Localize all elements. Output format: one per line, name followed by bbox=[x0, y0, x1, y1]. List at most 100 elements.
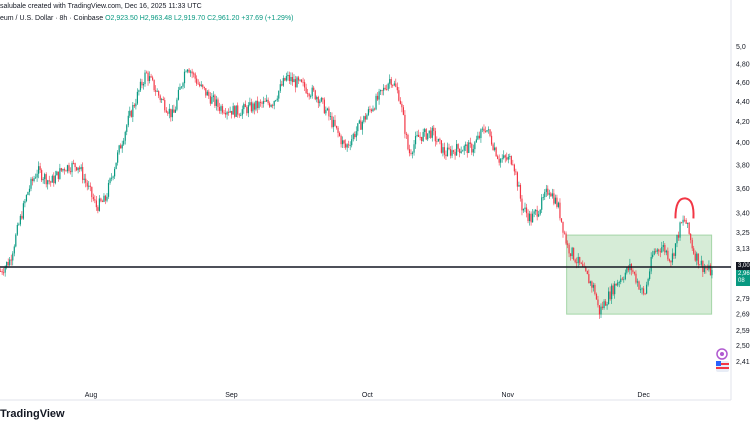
candle-body bbox=[504, 155, 506, 158]
time-tick-label: Aug bbox=[85, 392, 98, 399]
candle-body bbox=[497, 156, 499, 159]
candle-body bbox=[285, 76, 287, 81]
candle-body bbox=[684, 219, 686, 221]
candle-body bbox=[147, 72, 149, 81]
candle-body bbox=[193, 73, 195, 75]
candle-body bbox=[232, 106, 234, 115]
symbol-title[interactable]: eum / U.S. Dollar · 8h · Coinbase bbox=[0, 15, 104, 22]
alert-icon-dot bbox=[720, 352, 724, 356]
candle-body bbox=[673, 253, 675, 256]
range-box[interactable] bbox=[566, 234, 713, 315]
candle-body bbox=[329, 116, 332, 117]
candle-body bbox=[217, 99, 219, 108]
candle-body bbox=[304, 82, 306, 88]
head-arc-marker[interactable] bbox=[674, 197, 695, 219]
candle-body bbox=[369, 109, 371, 111]
candle-body bbox=[129, 110, 131, 116]
candle-body bbox=[656, 249, 658, 252]
candle-body bbox=[255, 100, 257, 110]
candle-body bbox=[364, 116, 366, 120]
candle-body bbox=[259, 102, 262, 103]
candle-body bbox=[641, 288, 643, 290]
candle-body bbox=[246, 107, 248, 114]
candle-body bbox=[703, 267, 705, 273]
candle-body bbox=[123, 140, 125, 145]
candle-body bbox=[366, 114, 368, 120]
candle-body bbox=[103, 195, 105, 202]
candle-body bbox=[98, 198, 100, 211]
candle-body bbox=[243, 104, 245, 110]
candle-body bbox=[281, 84, 283, 86]
candle-body bbox=[258, 102, 260, 108]
candle-body bbox=[351, 139, 353, 146]
candle-body bbox=[556, 197, 558, 207]
candle-body bbox=[320, 97, 322, 102]
candle-body bbox=[311, 87, 313, 97]
candle-body bbox=[671, 253, 674, 263]
candle-body bbox=[30, 178, 32, 189]
candle-body bbox=[463, 146, 465, 151]
candle-body bbox=[31, 178, 34, 181]
candle-body bbox=[77, 167, 79, 171]
price-axis: 5,0 4,80 4,60 4,40 4,20 4,00 3,80 3,60 3,40 3,25 3… bbox=[736, 44, 750, 366]
candle-body bbox=[261, 102, 263, 104]
candle-body bbox=[688, 222, 690, 234]
candle-body bbox=[69, 171, 72, 173]
candle-body bbox=[524, 207, 526, 209]
price-tick-label: 4,40 bbox=[736, 99, 750, 106]
candle-body bbox=[331, 116, 333, 128]
candle-body bbox=[541, 197, 543, 210]
candle-body bbox=[101, 201, 104, 203]
candle-body bbox=[372, 108, 374, 112]
candle-body bbox=[518, 185, 520, 187]
candle-body bbox=[389, 79, 391, 84]
candle-body bbox=[273, 101, 275, 106]
candle-body bbox=[646, 284, 648, 294]
candle-body bbox=[608, 291, 610, 305]
candle-body bbox=[624, 272, 626, 280]
candle-body bbox=[404, 114, 406, 134]
candle-body bbox=[468, 142, 470, 153]
candle-body bbox=[510, 156, 512, 165]
candle-body bbox=[224, 113, 227, 115]
candle-body bbox=[282, 78, 284, 86]
last-price-tag: 2,96 bbox=[736, 270, 750, 279]
candle-body bbox=[434, 130, 436, 142]
candle-body bbox=[183, 71, 186, 84]
candle-body bbox=[47, 180, 49, 185]
candle-body bbox=[539, 209, 541, 215]
ohlc-low: L2,919.70 bbox=[173, 15, 206, 22]
candle-body bbox=[443, 147, 446, 155]
candle-body bbox=[617, 282, 619, 286]
flag-icon-stripe bbox=[716, 363, 729, 365]
candle-body bbox=[209, 96, 211, 104]
candle-body bbox=[481, 128, 484, 130]
candle-body bbox=[48, 180, 50, 182]
candle-body bbox=[452, 150, 455, 152]
candle-body bbox=[165, 110, 167, 113]
tradingview-logo[interactable]: TradingView bbox=[0, 408, 65, 420]
candle-body bbox=[171, 109, 173, 118]
candle-body bbox=[124, 131, 126, 141]
price-tick-label: 4,20 bbox=[736, 119, 750, 126]
candle-body bbox=[57, 171, 59, 179]
candle-body bbox=[223, 112, 225, 114]
candle-body bbox=[633, 271, 636, 274]
candle-body bbox=[291, 77, 294, 83]
candle-body bbox=[279, 84, 281, 91]
candle-body bbox=[676, 234, 678, 244]
candle-body bbox=[237, 105, 239, 115]
candle-body bbox=[262, 101, 265, 104]
candle-body bbox=[472, 149, 474, 153]
candle-body bbox=[498, 158, 500, 163]
candle-body bbox=[466, 144, 468, 153]
candle-body bbox=[674, 243, 677, 256]
candle-body bbox=[229, 110, 231, 113]
symbol-legend[interactable]: eum / U.S. Dollar · 8h · Coinbase O2,923… bbox=[0, 15, 294, 22]
candle-body bbox=[449, 149, 452, 156]
candle-body bbox=[418, 134, 420, 137]
candle-body bbox=[228, 111, 230, 113]
candle-body bbox=[647, 279, 649, 285]
candle-body bbox=[528, 213, 531, 222]
